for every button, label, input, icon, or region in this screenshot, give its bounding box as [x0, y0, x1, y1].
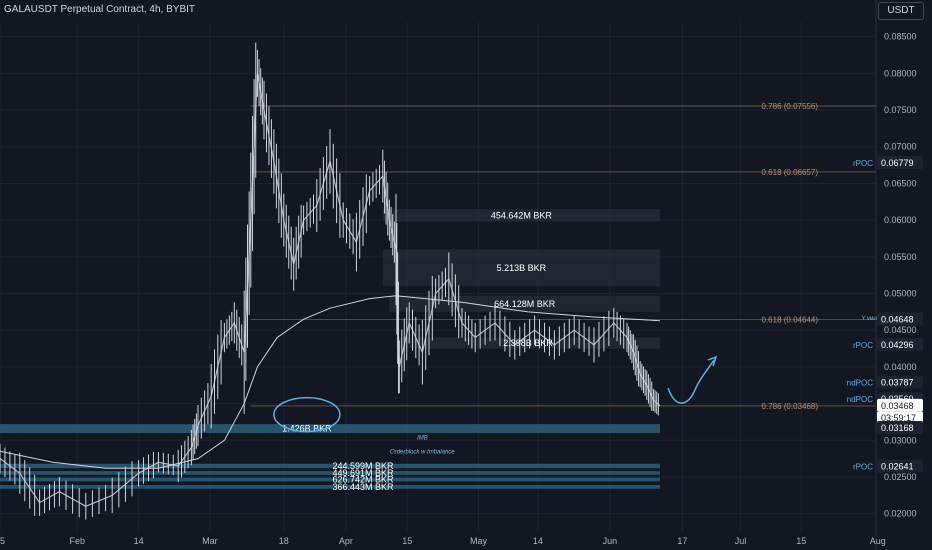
price-tag-box: [877, 375, 923, 389]
countdown-value: 03:59:17: [881, 413, 916, 423]
zone-label: 449.691M BKR: [332, 468, 394, 478]
x-tick-label: 17: [677, 536, 687, 546]
x-tick-label: 18: [279, 536, 289, 546]
y-tick-label: 0.07000: [884, 142, 917, 152]
x-tick-label: Mar: [202, 536, 218, 546]
price-tag-box: [877, 155, 923, 169]
price-tag-name: ndPOC: [847, 395, 873, 404]
zone-label: 244.599M BKR: [332, 461, 394, 471]
projection-arrow: [667, 359, 715, 404]
price-tag-value: 0.04648: [881, 314, 914, 324]
x-tick-label: 14: [134, 536, 144, 546]
x-tick-label: Apr: [339, 536, 353, 546]
price-tag-name: rPOC: [853, 159, 873, 168]
zone-label: 454.642M BKR: [491, 210, 553, 220]
fib-level-label: 0.618 (0.04644): [762, 316, 819, 325]
price-tag-box: [877, 420, 923, 434]
annotation-circle: [273, 396, 341, 433]
zone-box: [382, 249, 660, 287]
zone-box: [0, 477, 660, 482]
zone-box: [0, 463, 660, 469]
x-tick-label: Jul: [735, 536, 747, 546]
currency-selector[interactable]: USDT: [878, 2, 924, 20]
y-tick-label: 0.08500: [884, 32, 917, 42]
y-tick-label: 0.07500: [884, 105, 917, 115]
fib-level-label: 0.786 (0.03468): [762, 402, 819, 411]
price-tag-value: 0.04296: [881, 340, 914, 350]
price-tag-value: 0.03787: [881, 378, 914, 388]
y-tick-label: 0.04000: [884, 362, 917, 372]
y-tick-label: 0.05000: [884, 289, 917, 299]
annotation-label: IMB: [417, 436, 428, 442]
price-tag-box: [877, 459, 923, 473]
zone-label: 664.128M BKR: [494, 299, 556, 309]
zone-label: 366.443M BKR: [332, 482, 394, 492]
zone-box: [382, 209, 660, 222]
y-tick-label: 0.06500: [884, 178, 917, 188]
vwap-line: [0, 295, 661, 469]
y-tick-label: 0.02000: [884, 509, 917, 519]
x-tick-label: May: [470, 536, 488, 546]
countdown-box: [877, 411, 923, 424]
x-tick-label: Jun: [603, 536, 618, 546]
price-tag-box: [877, 312, 923, 326]
zone-box: [0, 485, 660, 489]
price-tag-name: ndPOC: [847, 379, 873, 388]
price-tag-value: 0.03168: [881, 423, 914, 433]
y-tick-label: 0.05500: [884, 252, 917, 262]
zone-label: 626.742M BKR: [332, 475, 394, 485]
zone-box: [0, 471, 660, 475]
price-tag-name: rPOC: [853, 463, 873, 472]
price-tag-value: 0.06779: [881, 158, 914, 168]
zone-label: 1.426B BKR: [282, 424, 332, 434]
annotation-label: Orderblock w Imbalance: [390, 449, 455, 455]
price-tag-value: 0.02641: [881, 462, 914, 472]
x-tick-label: 14: [533, 536, 543, 546]
y-tick-label: 0.08000: [884, 68, 917, 78]
y-tick-label: 0.03000: [884, 435, 917, 445]
x-tick-label: 15: [402, 536, 412, 546]
zone-label: 2.398B BKR: [503, 338, 553, 348]
x-tick-label: 15: [796, 536, 806, 546]
annotation-label: Y vwap: [861, 316, 881, 322]
zone-label: 5.213B BKR: [497, 263, 547, 273]
x-tick-label: Aug: [870, 536, 886, 546]
fib-level-label: 0.618 (0.06657): [762, 168, 819, 177]
x-tick-label: Feb: [69, 536, 85, 546]
arrow-head: [707, 355, 718, 367]
chart-title: GALAUSDT Perpetual Contract, 4h, BYBIT: [4, 4, 196, 15]
x-tick-label: 15: [0, 536, 5, 546]
y-tick-label: 0.04500: [884, 325, 917, 335]
price-tag-value: 0.03468: [881, 401, 914, 411]
price-tag-box: [877, 338, 923, 352]
price-tag-box: [877, 398, 923, 412]
y-tick-label: 0.02500: [884, 472, 917, 482]
price-tag-name: rPOC: [853, 341, 873, 350]
fib-level-label: 0.786 (0.07556): [762, 102, 819, 111]
zone-box: [396, 337, 660, 349]
y-tick-label: 0.06000: [884, 215, 917, 225]
zone-box: [0, 424, 660, 433]
